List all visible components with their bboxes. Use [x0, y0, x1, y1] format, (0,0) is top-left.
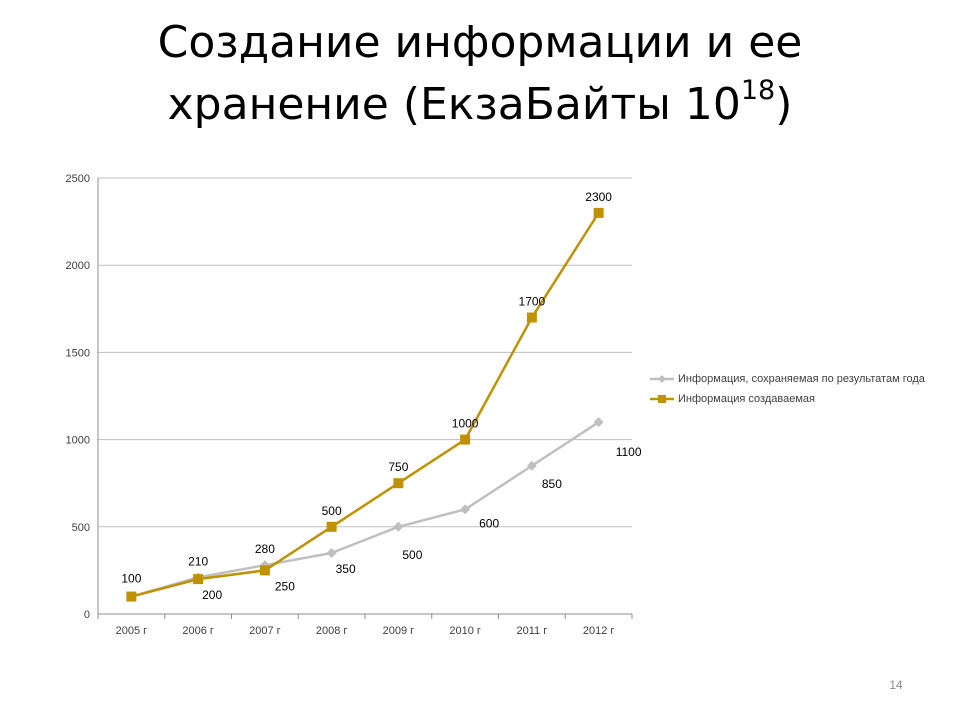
series-line-2 — [131, 212, 600, 598]
data-label: 500 — [322, 504, 342, 518]
legend-swatch-marker — [658, 375, 666, 383]
y-tick-label: 2500 — [66, 173, 90, 185]
data-label: 100 — [121, 572, 141, 586]
chart-gridlines — [98, 177, 632, 528]
data-label: 350 — [336, 562, 356, 576]
x-tick-label: 2010 г — [449, 625, 481, 637]
legend-swatch — [650, 395, 674, 403]
x-tick-label: 2009 г — [383, 625, 415, 637]
series-1-marker — [326, 547, 337, 558]
y-tick-label: 500 — [72, 522, 90, 534]
y-tick-label: 2000 — [66, 260, 90, 272]
slide-number: 14 — [889, 678, 903, 692]
x-tick-label: 2006 г — [182, 625, 214, 637]
chart-series-lines — [126, 207, 604, 602]
data-label: 600 — [479, 516, 499, 530]
legend-label: Информация, сохраняемая по результатам г… — [678, 373, 925, 385]
title-close-paren: ) — [775, 79, 793, 130]
title-exponent: 18 — [740, 75, 776, 106]
data-label: 2300 — [585, 190, 612, 204]
data-label: 750 — [388, 460, 408, 474]
series-2-marker — [326, 521, 337, 532]
x-tick-label: 2008 г — [316, 625, 348, 637]
series-line-1 — [131, 421, 600, 598]
x-tick-label: 2007 г — [249, 625, 281, 637]
chart-labels: 210 280 350 500 600 850 1100 100 200 250 500 750 100… — [121, 190, 641, 602]
series-1-marker — [593, 417, 604, 428]
series-1-marker — [460, 504, 471, 515]
x-tick-label: 2011 г — [517, 625, 548, 637]
slide-title: Создание информации и ее хранение (ЕкзаБ… — [80, 12, 880, 136]
title-text: хранение (ЕкзаБайты 10 — [167, 79, 741, 130]
x-tick-label: 2012 г — [583, 625, 615, 637]
y-tick-label: 0 — [84, 609, 90, 621]
data-label: 500 — [402, 548, 422, 562]
x-tick-label: 2005 г — [116, 625, 148, 637]
data-label: 1700 — [519, 295, 546, 309]
series-1-marker — [526, 460, 537, 471]
series-1-marker — [393, 521, 404, 532]
legend-label: Информация создаваемая — [678, 393, 815, 405]
chart-legend: Информация, сохраняемая по результатам г… — [650, 372, 940, 412]
series-2-marker — [193, 574, 204, 585]
legend-item-2: Информация создаваемая — [650, 392, 940, 406]
series-2-marker — [460, 434, 471, 445]
y-tick-label: 1500 — [66, 347, 90, 359]
series-2-marker — [526, 312, 537, 323]
chart-axes: 0 500 1000 1500 2000 2500 2005 г 2006 г 2007 г 20… — [66, 173, 633, 637]
data-label: 210 — [188, 554, 208, 568]
data-label: 1100 — [616, 445, 642, 459]
legend-swatch-marker — [658, 395, 666, 403]
series-2-marker — [259, 565, 270, 576]
series-2-marker — [593, 207, 604, 218]
series-2-marker — [126, 591, 137, 602]
data-label: 250 — [275, 579, 295, 593]
data-label: 200 — [202, 588, 222, 602]
data-label: 850 — [542, 477, 562, 491]
y-tick-label: 1000 — [66, 435, 90, 447]
data-label: 1000 — [452, 417, 479, 431]
data-label: 280 — [255, 542, 275, 556]
series-2-marker — [393, 478, 404, 489]
title-line-1: Создание информации и ее — [157, 17, 803, 68]
legend-item-1: Информация, сохраняемая по результатам г… — [650, 372, 940, 386]
title-line-2: хранение (ЕкзаБайты 1018) — [80, 74, 880, 136]
legend-swatch — [650, 375, 674, 383]
